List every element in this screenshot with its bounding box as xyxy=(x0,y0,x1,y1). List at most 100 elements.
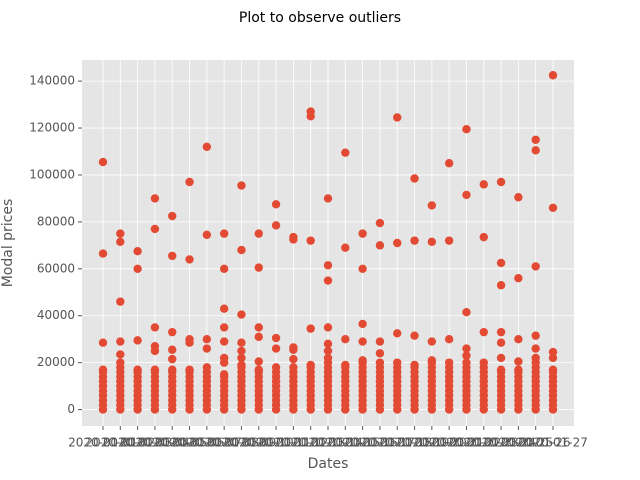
point xyxy=(323,261,333,270)
y-tick-label: 20000 xyxy=(37,355,75,369)
point xyxy=(548,353,558,363)
point xyxy=(496,177,506,187)
point xyxy=(323,339,333,349)
point xyxy=(150,323,160,332)
point xyxy=(150,346,160,356)
point xyxy=(237,338,246,347)
x-tick-label: 2020-01-22 xyxy=(432,436,502,450)
x-axis-label: Dates xyxy=(308,456,349,472)
x-tick-label: 2020-01-20 xyxy=(397,436,467,450)
point xyxy=(358,264,367,274)
point xyxy=(219,405,229,414)
point xyxy=(358,319,367,329)
point xyxy=(462,125,471,134)
point xyxy=(375,337,385,346)
chart-title: Plot to observe outliers xyxy=(239,10,401,26)
point xyxy=(358,229,367,238)
x-tick-label: 2020-01-10 xyxy=(224,436,294,450)
point xyxy=(185,177,194,187)
point xyxy=(133,247,142,256)
y-tick-label: 120000 xyxy=(29,121,75,135)
point xyxy=(219,229,229,238)
point xyxy=(393,113,402,122)
point xyxy=(116,350,125,359)
y-tick-label: 0 xyxy=(67,402,75,416)
point xyxy=(168,405,177,414)
point xyxy=(254,405,263,414)
point xyxy=(133,264,142,274)
point xyxy=(237,353,246,363)
point xyxy=(237,181,246,190)
y-tick-label: 100000 xyxy=(29,167,75,181)
point xyxy=(393,238,402,248)
point xyxy=(462,351,471,360)
y-tick-label: 80000 xyxy=(37,214,75,228)
point xyxy=(150,405,160,414)
point xyxy=(548,71,558,80)
point xyxy=(185,255,194,264)
point xyxy=(271,200,281,209)
point xyxy=(496,353,506,363)
point xyxy=(496,327,506,337)
x-tick-label: 2020-01-25 xyxy=(484,436,554,450)
point xyxy=(271,221,281,230)
x-tick-label: 2020-01-19 xyxy=(380,436,450,450)
x-tick-label: 2020-01-01 xyxy=(68,436,138,450)
point xyxy=(202,334,212,344)
point xyxy=(254,332,263,342)
point xyxy=(444,334,454,344)
point xyxy=(410,236,419,245)
point xyxy=(306,324,315,333)
x-tick-label: 2020-01-15 xyxy=(310,436,380,450)
point xyxy=(479,405,488,414)
point xyxy=(531,331,540,340)
point xyxy=(427,237,437,247)
point xyxy=(116,337,125,346)
point xyxy=(375,405,385,414)
x-tick-label: 2020-01-03 xyxy=(103,436,173,450)
point xyxy=(306,112,315,121)
point xyxy=(514,334,523,344)
point xyxy=(202,405,212,414)
y-tick-label: 60000 xyxy=(37,261,75,275)
x-tick-label: 2020-01-21 xyxy=(414,436,484,450)
point xyxy=(271,405,281,414)
point xyxy=(254,263,263,272)
point xyxy=(323,346,333,356)
y-tick-label: 140000 xyxy=(29,74,75,88)
point xyxy=(219,358,229,367)
point xyxy=(462,190,471,200)
point xyxy=(341,405,350,414)
point xyxy=(479,327,488,337)
x-tick-label: 2020-01-27 xyxy=(518,436,588,450)
point xyxy=(98,157,108,167)
point xyxy=(219,337,229,346)
point xyxy=(168,211,177,221)
point xyxy=(444,159,454,168)
point xyxy=(410,405,419,414)
point xyxy=(531,344,540,353)
point xyxy=(496,405,506,414)
point xyxy=(462,405,471,414)
point xyxy=(168,354,177,364)
point xyxy=(341,243,350,252)
point xyxy=(496,338,506,347)
point xyxy=(219,264,229,274)
point xyxy=(116,229,125,238)
x-tick-label: 2020-01-11 xyxy=(241,436,311,450)
point xyxy=(237,346,246,356)
point xyxy=(323,405,333,414)
point xyxy=(271,333,281,343)
point xyxy=(323,323,333,332)
point xyxy=(393,329,402,338)
point xyxy=(289,345,298,354)
point xyxy=(306,236,315,245)
point xyxy=(531,146,540,155)
point xyxy=(98,338,108,347)
point xyxy=(116,237,125,247)
point xyxy=(150,194,160,203)
x-tick-label: 2020-01-17 xyxy=(345,436,415,450)
point xyxy=(202,142,212,152)
point xyxy=(375,349,385,358)
